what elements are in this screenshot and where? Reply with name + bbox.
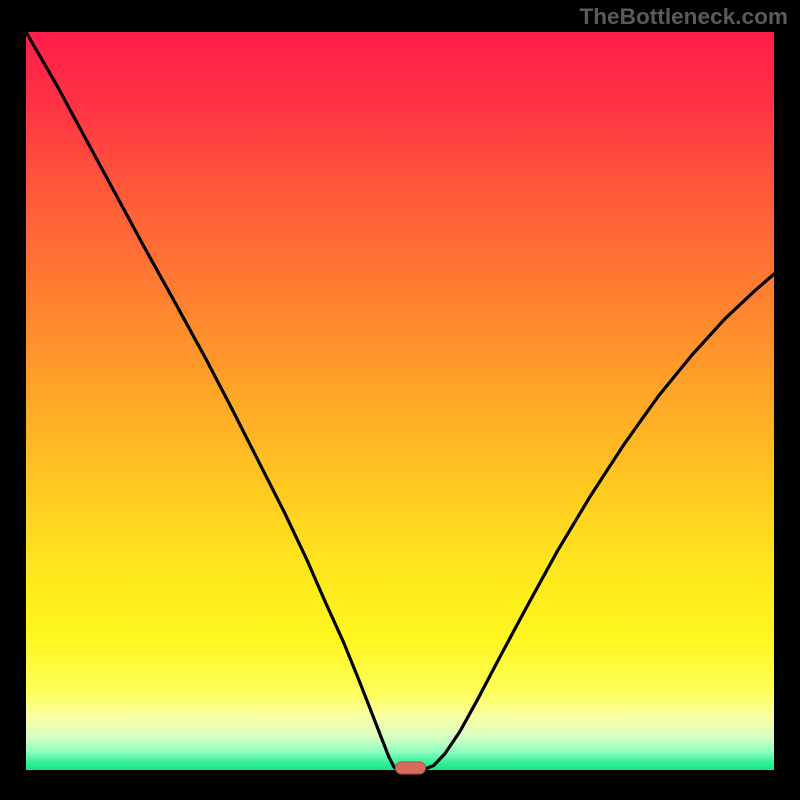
chart-container: TheBottleneck.com [0, 0, 800, 800]
curve-overlay [0, 0, 800, 800]
watermark-text: TheBottleneck.com [579, 4, 788, 30]
optimal-marker [395, 762, 425, 774]
bottleneck-curve [26, 32, 774, 770]
